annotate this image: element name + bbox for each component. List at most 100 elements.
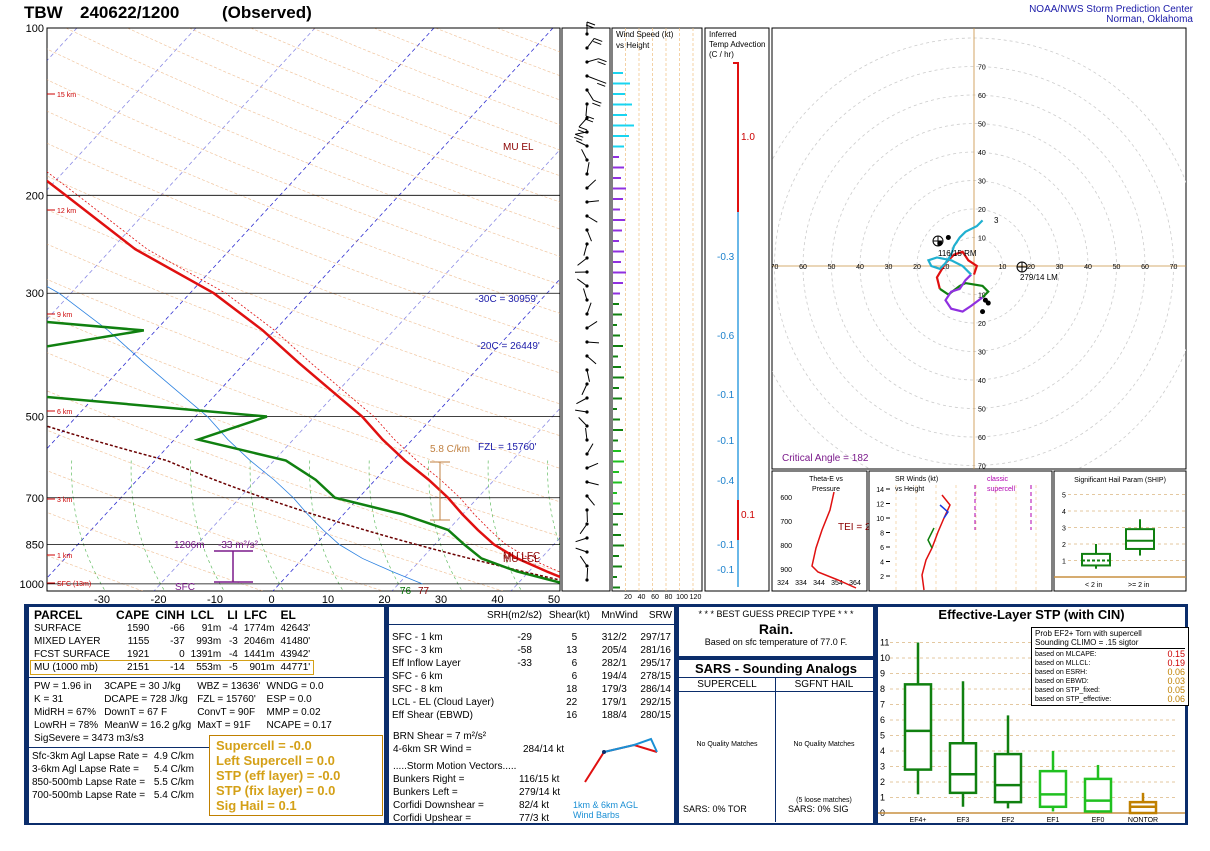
mixing-line bbox=[428, 460, 463, 591]
kin-cell: 18 bbox=[566, 684, 578, 695]
srw-hlabel: 2 bbox=[880, 574, 884, 581]
sars-nomatch-hail: No Quality Matches bbox=[793, 741, 855, 748]
wspd-bar bbox=[613, 187, 626, 190]
parcel-cell: 42643' bbox=[280, 623, 311, 634]
max-lapse-label: 5.8 C/km bbox=[430, 444, 470, 455]
prob-label: based on ESRH: bbox=[1035, 669, 1088, 676]
storm-motion-title: .....Storm Motion Vectors..... bbox=[393, 761, 517, 772]
barb-dot bbox=[585, 340, 589, 344]
barb bbox=[575, 537, 588, 543]
hdr-mnwind: MnWind bbox=[601, 610, 638, 621]
kin-cell: 295/17 bbox=[640, 658, 671, 669]
wspd-bar bbox=[613, 376, 624, 379]
barb-dot bbox=[585, 284, 589, 288]
wind-speed-title: Wind Speed (kt) bbox=[616, 30, 674, 39]
wspd-bar bbox=[613, 471, 619, 473]
wspd-tick: 60 bbox=[651, 594, 659, 601]
wspd-bar bbox=[613, 250, 624, 253]
ship-tick: 3 bbox=[1062, 526, 1066, 533]
dry-adiabat bbox=[0, 28, 23, 591]
barb-dot bbox=[585, 578, 589, 582]
hodo-ring-label: 30 bbox=[885, 264, 893, 271]
theta-plabel: 800 bbox=[780, 543, 792, 550]
lapse-cell: 3-6km Agl Lapse Rate = bbox=[32, 764, 140, 775]
hodo-ring-label: 20 bbox=[978, 207, 986, 214]
kin-cell: 6 bbox=[571, 658, 578, 669]
barb bbox=[576, 397, 588, 405]
barb-flag bbox=[592, 102, 601, 107]
srw-hlabel: 14 bbox=[876, 487, 884, 494]
hodo-ring-label: 60 bbox=[978, 93, 986, 100]
lapse-cell: 5.4 C/km bbox=[153, 790, 194, 801]
hdr-cinh: CINH bbox=[155, 608, 185, 622]
misc-cell: NCAPE = 0.17 bbox=[266, 720, 332, 731]
parcel-cell: SURFACE bbox=[34, 623, 82, 634]
barb bbox=[586, 495, 595, 506]
storm-cell: 116/15 kt bbox=[519, 774, 560, 785]
stp-ytick: 6 bbox=[880, 715, 885, 725]
wspd-bar bbox=[613, 387, 619, 389]
wspd-bar bbox=[613, 93, 625, 95]
stp-category: EF4+ bbox=[910, 817, 927, 823]
barb-dot bbox=[585, 298, 589, 302]
kin-cell: 282/1 bbox=[601, 658, 627, 669]
parcel-cell: 2151 bbox=[127, 662, 150, 673]
hodo-ring-label: 70 bbox=[771, 264, 779, 271]
lapse-cell: 850-500mb Lapse Rate = bbox=[32, 777, 146, 788]
hodo-ring-label: 10 bbox=[999, 264, 1007, 271]
hodo-ring-label: 60 bbox=[799, 264, 807, 271]
barb bbox=[578, 417, 588, 427]
barb bbox=[586, 229, 592, 242]
prob-value: 0.03 bbox=[1167, 676, 1185, 686]
temp-label: 0 bbox=[268, 594, 274, 604]
critical-angle: Critical Angle = 182 bbox=[782, 453, 869, 464]
misc-cell: FZL = 15760' bbox=[197, 694, 256, 705]
kin-cell: 194/4 bbox=[601, 671, 627, 682]
wind-barbs bbox=[561, 21, 611, 592]
srw-hlabel: 6 bbox=[880, 545, 884, 552]
composite-value: Supercell = -0.0 bbox=[216, 738, 312, 753]
parcel-cell: 901m bbox=[249, 662, 275, 673]
lapse-cell: 700-500mb Lapse Rate = bbox=[32, 790, 146, 801]
barb bbox=[586, 567, 589, 581]
tadv-value: -0.1 bbox=[717, 390, 735, 401]
wspd-bar bbox=[613, 240, 619, 242]
composite-value: STP (eff layer) = -0.0 bbox=[216, 768, 341, 783]
kin-cell: 312/2 bbox=[601, 632, 627, 643]
wspd-bar bbox=[613, 324, 617, 326]
parcel-cell: -66 bbox=[170, 623, 185, 634]
barb-dot bbox=[585, 270, 589, 274]
srw-hlabel: 10 bbox=[876, 516, 884, 523]
sars-title: SARS - Sounding Analogs bbox=[694, 661, 857, 676]
wspd-bar bbox=[613, 334, 620, 337]
storm-cell: Bunkers Right = bbox=[393, 774, 465, 785]
dry-adiabat bbox=[47, 243, 560, 437]
stp-category: NONTOR bbox=[1128, 817, 1158, 823]
ship-ge2-box bbox=[1125, 528, 1155, 550]
kin-cell: -29 bbox=[517, 632, 532, 643]
hodo-ring-label: 40 bbox=[856, 264, 864, 271]
kin-cell: 179/1 bbox=[601, 697, 627, 708]
wspd-bar bbox=[613, 586, 620, 589]
precip-title: * * * BEST GUESS PRECIP TYPE * * * bbox=[698, 609, 854, 619]
barb bbox=[586, 341, 600, 344]
isotherm bbox=[153, 149, 560, 591]
barb bbox=[575, 131, 588, 135]
kin-cell: 292/15 bbox=[640, 697, 671, 708]
hodo-ring-label: 10 bbox=[978, 236, 986, 243]
wspd-bar bbox=[613, 124, 634, 127]
tadv-value: 1.0 bbox=[741, 132, 755, 143]
parcel-row: MIXED LAYER 1155 -37 993m -3 2046m 41480' bbox=[31, 635, 313, 648]
misc-cell: DownT = 67 F bbox=[104, 707, 168, 718]
cin-value: -33 m²/s² bbox=[218, 540, 259, 551]
kin-cell: 179/3 bbox=[601, 684, 627, 695]
stp-box bbox=[903, 683, 933, 771]
upper-panels: TBW 240622/1200 (Observed) NOAA/NWS Stor… bbox=[0, 3, 1194, 604]
height-label: 15 km bbox=[57, 92, 76, 99]
barb-dot bbox=[585, 144, 589, 148]
tadv-bar-cap bbox=[733, 62, 737, 64]
wspd-bar bbox=[613, 135, 629, 137]
hodo-ring-label: 70 bbox=[978, 464, 986, 471]
hodo-ring-label: 30 bbox=[978, 350, 986, 357]
prob-label: based on MLLCL: bbox=[1035, 660, 1091, 667]
